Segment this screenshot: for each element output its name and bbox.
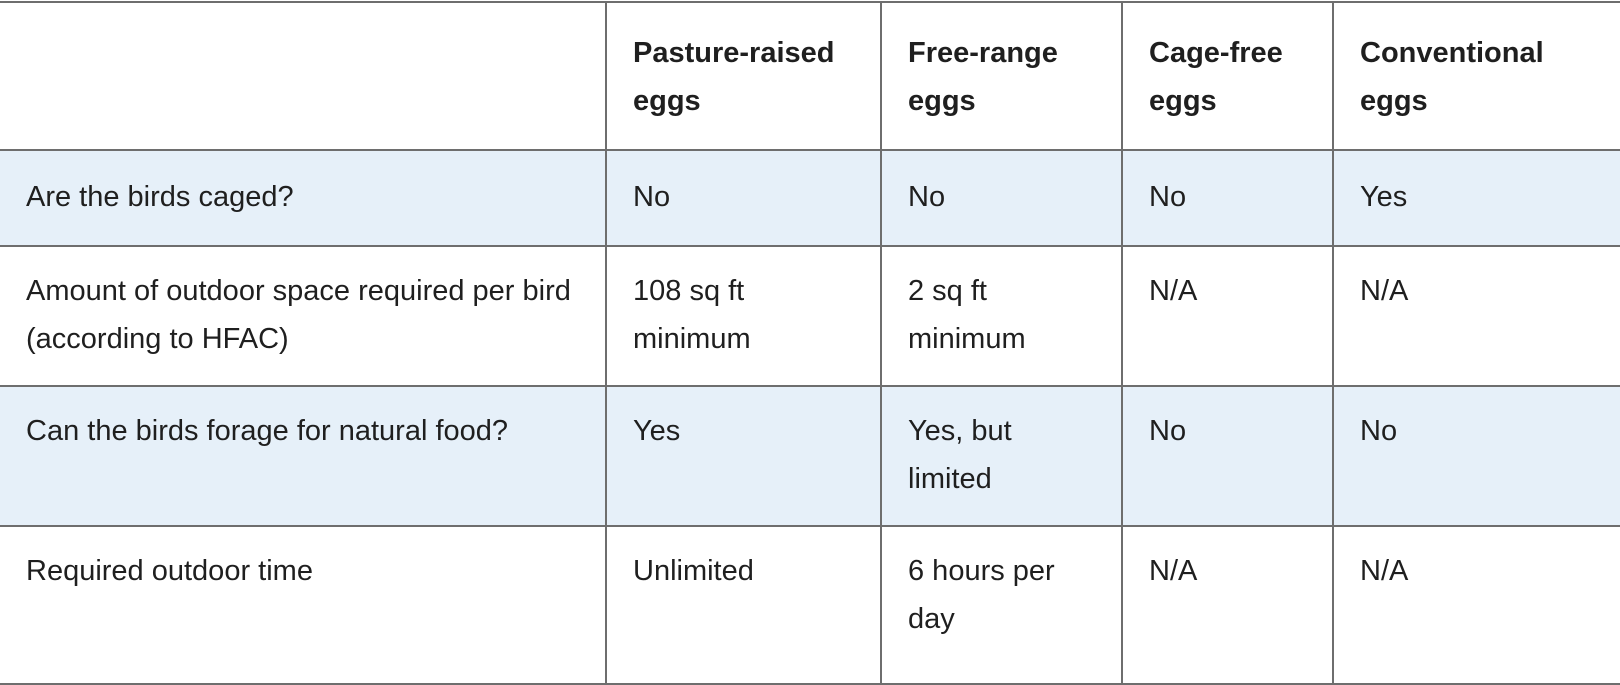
table-row: Amount of outdoor space required per bir… — [0, 245, 1620, 387]
table-cell: 6 hours per day — [880, 525, 1123, 685]
header-cell-cage-free: Cage-free eggs — [1121, 1, 1334, 151]
table-cell: 2 sq ft minimum — [880, 245, 1123, 387]
table-cell: N/A — [1121, 525, 1334, 685]
header-cell-empty — [0, 1, 607, 151]
table-cell: No — [1121, 149, 1334, 247]
table-row: Required outdoor time Unlimited 6 hours … — [0, 525, 1620, 685]
table-cell: No — [880, 149, 1123, 247]
row-label: Are the birds caged? — [0, 149, 607, 247]
table-cell: Yes — [1332, 149, 1620, 247]
table-cell: Yes — [605, 385, 882, 527]
row-label: Required outdoor time — [0, 525, 607, 685]
table-cell: Unlimited — [605, 525, 882, 685]
table-cell: No — [1332, 385, 1620, 527]
table-header-row: Pasture-raised eggs Free-range eggs Cage… — [0, 1, 1620, 151]
table-row: Are the birds caged? No No No Yes — [0, 149, 1620, 247]
table-cell: N/A — [1121, 245, 1334, 387]
table-cell: N/A — [1332, 245, 1620, 387]
table-cell: 108 sq ft minimum — [605, 245, 882, 387]
table-cell: No — [605, 149, 882, 247]
table-cell: N/A — [1332, 525, 1620, 685]
header-cell-free-range: Free-range eggs — [880, 1, 1123, 151]
table-cell: No — [1121, 385, 1334, 527]
header-cell-conventional: Conventional eggs — [1332, 1, 1620, 151]
header-cell-pasture-raised: Pasture-raised eggs — [605, 1, 882, 151]
table-cell: Yes, but limited — [880, 385, 1123, 527]
row-label: Can the birds forage for natural food? — [0, 385, 607, 527]
row-label: Amount of outdoor space required per bir… — [0, 245, 607, 387]
table-row: Can the birds forage for natural food? Y… — [0, 385, 1620, 527]
